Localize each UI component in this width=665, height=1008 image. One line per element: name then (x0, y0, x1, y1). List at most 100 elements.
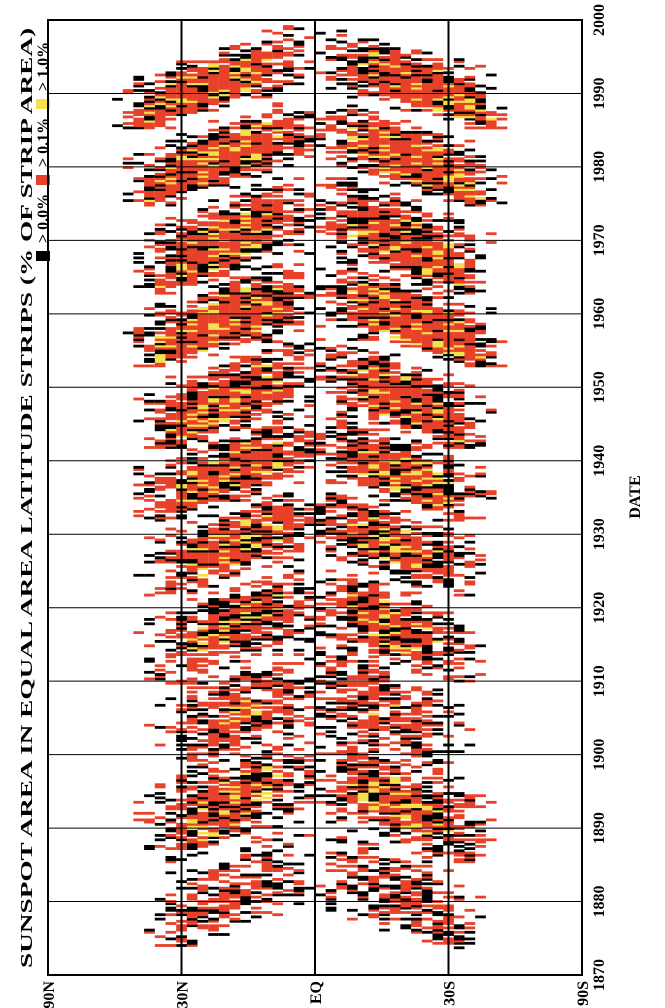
heatmap-cell (325, 208, 337, 211)
heatmap-cell (368, 278, 380, 282)
heatmap-cell (336, 291, 348, 295)
heatmap-cell (283, 157, 294, 161)
heatmap-cell (336, 558, 348, 562)
heatmap-cell (240, 318, 251, 322)
heatmap-cell (250, 428, 262, 432)
heatmap-cell (432, 714, 444, 718)
heatmap-cell (315, 368, 326, 372)
heatmap-cell (432, 437, 444, 441)
heatmap-cell (421, 100, 433, 103)
heatmap-cell (272, 593, 283, 597)
heatmap-cell (368, 688, 380, 692)
heatmap-cell (304, 723, 315, 727)
heatmap-cell (240, 690, 251, 694)
heatmap-cell (357, 71, 369, 75)
heatmap-cell (250, 245, 262, 249)
heatmap-cell (464, 201, 476, 205)
heatmap-cell (432, 820, 444, 824)
heatmap-cell (304, 800, 315, 804)
heatmap-cell (379, 89, 390, 92)
heatmap-cell (357, 465, 369, 469)
heatmap-cell (250, 144, 262, 147)
heatmap-cell (325, 569, 337, 573)
heatmap-cell (432, 89, 444, 92)
heatmap-cell (272, 305, 283, 308)
heatmap-cell (411, 130, 422, 134)
heatmap-cell (283, 754, 294, 758)
heatmap-cell (411, 166, 422, 169)
heatmap-cell (347, 750, 358, 753)
heatmap-cell (304, 754, 315, 758)
heatmap-cell (250, 141, 262, 145)
heatmap-cell (368, 391, 380, 394)
heatmap-cell (453, 113, 465, 117)
heatmap-cell (379, 60, 390, 64)
heatmap-cell (283, 366, 294, 370)
heatmap-cell (272, 624, 283, 628)
heatmap-cell (250, 884, 262, 888)
heatmap-cell (272, 126, 283, 130)
heatmap-cell (432, 937, 444, 941)
heatmap-cell (336, 181, 348, 185)
heatmap-cell (389, 558, 401, 562)
heatmap-cell (357, 512, 369, 515)
heatmap-cell (389, 618, 401, 621)
heatmap-cell (250, 205, 262, 209)
heatmap-cell (357, 232, 369, 236)
heatmap-cell (272, 208, 283, 211)
heatmap-cell (464, 155, 476, 158)
heatmap-cell (411, 274, 422, 277)
heatmap-cell (240, 518, 251, 522)
heatmap-cell (432, 767, 444, 771)
heatmap-cell (421, 426, 433, 429)
heatmap-cell (357, 525, 369, 529)
heatmap-cell (453, 794, 465, 798)
heatmap-cell (347, 856, 358, 859)
heatmap-cell (336, 40, 348, 44)
heatmap-cell (250, 468, 262, 471)
heatmap-cell (464, 267, 476, 271)
heatmap-cell (368, 565, 380, 568)
heatmap-cell (347, 263, 358, 266)
heatmap-cell (250, 56, 262, 59)
heatmap-cell (357, 126, 369, 130)
heatmap-cell (283, 717, 294, 720)
heatmap-cell (250, 388, 262, 392)
heatmap-cell (368, 408, 380, 412)
heatmap-cell (272, 349, 283, 352)
heatmap-cell (389, 629, 401, 632)
heatmap-cell (389, 615, 401, 619)
heatmap-cell (368, 781, 380, 784)
heatmap-cell (357, 796, 369, 800)
heatmap-cell (336, 161, 348, 165)
heatmap-cell (421, 404, 433, 407)
heatmap-cell (400, 316, 412, 319)
heatmap-cell (304, 430, 315, 434)
heatmap-cell (453, 494, 465, 498)
heatmap-cell (261, 897, 273, 901)
heatmap-cell (389, 516, 401, 520)
heatmap-cell (336, 818, 348, 822)
heatmap-cell (464, 291, 476, 295)
heatmap-cell (485, 496, 497, 500)
heatmap-cell (432, 479, 444, 482)
heatmap-cell (272, 421, 283, 425)
heatmap-cell (347, 756, 358, 760)
heatmap-cell (261, 40, 273, 44)
heatmap-cell (421, 91, 433, 95)
heatmap-cell (336, 241, 348, 244)
heatmap-cell (336, 69, 348, 72)
heatmap-cell (325, 285, 337, 288)
heatmap-cell (347, 157, 358, 161)
heatmap-cell (400, 624, 412, 628)
heatmap-cell (293, 144, 305, 147)
heatmap-cell (421, 243, 433, 247)
heatmap-cell (475, 192, 486, 196)
heatmap-cell (283, 298, 294, 302)
heatmap-cell (261, 706, 273, 709)
heatmap-cell (325, 294, 337, 297)
heatmap-cell (400, 864, 412, 868)
heatmap-cell (421, 212, 433, 216)
heatmap-cell (421, 908, 433, 912)
heatmap-cell (272, 40, 283, 44)
